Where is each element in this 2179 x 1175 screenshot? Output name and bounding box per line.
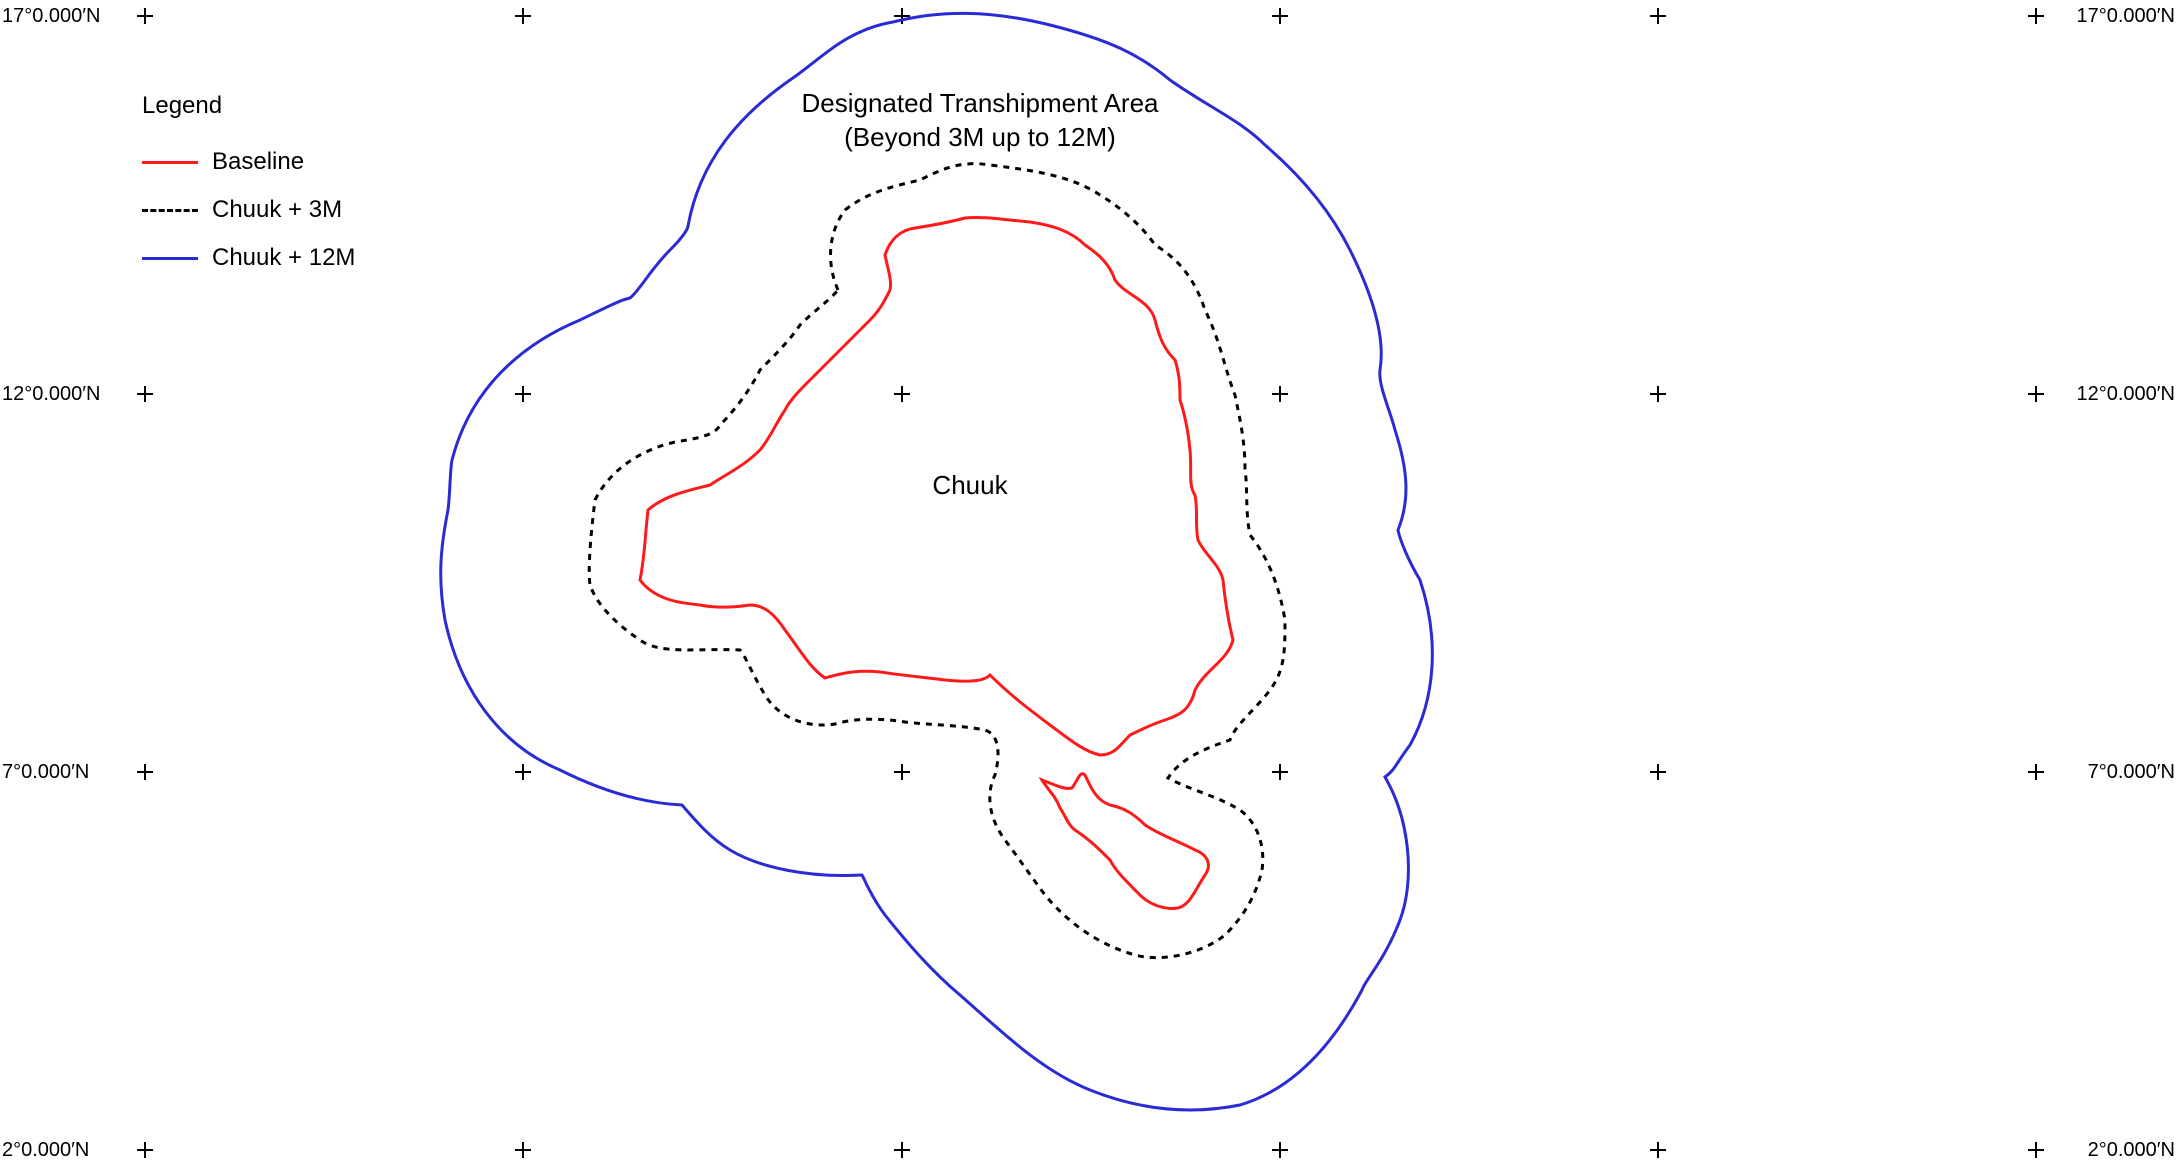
graticule-cross-icon — [515, 764, 531, 780]
twelve-mile-swatch — [142, 256, 198, 260]
graticule-cross-icon — [1272, 386, 1288, 402]
lat-label-2-right: 2°0.000′N — [2087, 1139, 2175, 1161]
lat-label-7-right: 7°0.000′N — [2087, 761, 2175, 783]
graticule-cross-icon — [1650, 8, 1666, 24]
chuuk-3m-boundary — [587, 162, 1287, 960]
graticule-cross-icon — [1272, 8, 1288, 24]
graticule-cross-icon — [1650, 1142, 1666, 1158]
graticule-cross-icon — [515, 386, 531, 402]
graticule-cross-icon — [1272, 1142, 1288, 1158]
lat-label-17-left: 17°0.000′N — [2, 5, 101, 27]
graticule-cross-icon — [1272, 764, 1288, 780]
chuuk-baseline-south — [1038, 772, 1210, 910]
legend-title: Legend — [142, 92, 223, 119]
graticule-cross-icon — [1650, 386, 1666, 402]
legend-item-3m: Chuuk + 3M — [142, 186, 402, 234]
graticule-cross-icon — [2028, 8, 2044, 24]
graticule-cross-icon — [515, 8, 531, 24]
graticule-cross-icon — [1650, 764, 1666, 780]
chuuk-baseline-main — [638, 215, 1235, 757]
lat-label-17-right: 17°0.000′N — [2076, 5, 2176, 27]
graticule-crosses — [137, 8, 2044, 1158]
graticule-cross-icon — [137, 1142, 153, 1158]
graticule-cross-icon — [137, 764, 153, 780]
graticule-cross-icon — [137, 8, 153, 24]
legend-item-12m: Chuuk + 12M — [142, 234, 402, 282]
graticule-cross-icon — [515, 1142, 531, 1158]
lat-label-2-left: 2°0.000′N — [2, 1139, 90, 1161]
lat-label-12-left: 12°0.000′N — [2, 383, 101, 405]
graticule-cross-icon — [2028, 1142, 2044, 1158]
three-mile-swatch — [142, 208, 198, 212]
lat-label-7-left: 7°0.000′N — [2, 761, 90, 783]
graticule-cross-icon — [894, 764, 910, 780]
island-label: Chuuk — [932, 470, 1008, 500]
map-legend: Legend Baseline Chuuk + 3M Chuuk + 12M — [142, 92, 402, 282]
graticule-cross-icon — [2028, 764, 2044, 780]
legend-label-3m: Chuuk + 3M — [212, 196, 343, 223]
graticule-cross-icon — [894, 386, 910, 402]
baseline-swatch — [142, 160, 198, 164]
graticule-cross-icon — [894, 1142, 910, 1158]
lat-label-12-right: 12°0.000′N — [2076, 383, 2176, 405]
transhipment-area-label: Designated Transhipment Area (Beyond 3M … — [700, 86, 1260, 154]
chuuk-12m-boundary — [439, 11, 1434, 1112]
legend-label-baseline: Baseline — [212, 148, 305, 175]
graticule-cross-icon — [2028, 386, 2044, 402]
legend-item-baseline: Baseline — [142, 138, 402, 186]
area-label-line1: Designated Transhipment Area — [801, 88, 1159, 118]
area-label-line2: (Beyond 3M up to 12M) — [844, 122, 1116, 152]
graticule-cross-icon — [137, 386, 153, 402]
legend-label-12m: Chuuk + 12M — [212, 244, 356, 271]
